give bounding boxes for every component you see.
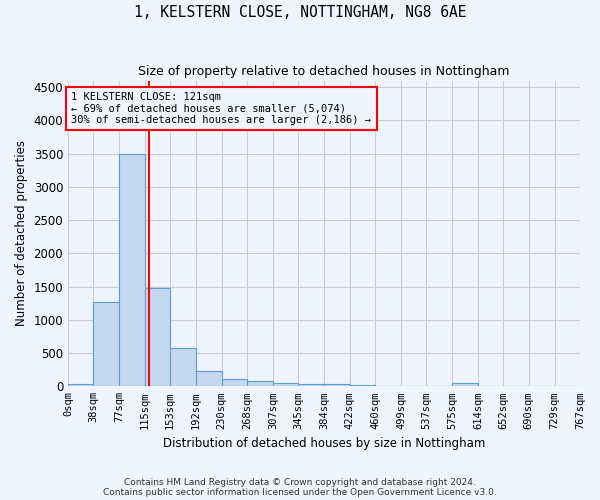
Bar: [247, 380, 273, 386]
Y-axis label: Number of detached properties: Number of detached properties: [15, 140, 28, 326]
Bar: [325, 384, 350, 386]
Bar: [221, 378, 247, 386]
Text: Contains HM Land Registry data © Crown copyright and database right 2024.
Contai: Contains HM Land Registry data © Crown c…: [103, 478, 497, 497]
Bar: [452, 383, 478, 386]
X-axis label: Distribution of detached houses by size in Nottingham: Distribution of detached houses by size …: [163, 437, 485, 450]
Text: 1, KELSTERN CLOSE, NOTTINGHAM, NG8 6AE: 1, KELSTERN CLOSE, NOTTINGHAM, NG8 6AE: [134, 5, 466, 20]
Title: Size of property relative to detached houses in Nottingham: Size of property relative to detached ho…: [138, 65, 510, 78]
Bar: [196, 370, 221, 386]
Bar: [94, 302, 119, 386]
Bar: [273, 382, 298, 386]
Bar: [119, 154, 145, 386]
Bar: [298, 384, 325, 386]
Bar: [170, 348, 196, 387]
Text: 1 KELSTERN CLOSE: 121sqm
← 69% of detached houses are smaller (5,074)
30% of sem: 1 KELSTERN CLOSE: 121sqm ← 69% of detach…: [71, 92, 371, 125]
Bar: [145, 288, 170, 386]
Bar: [68, 384, 94, 386]
Bar: [350, 385, 375, 386]
